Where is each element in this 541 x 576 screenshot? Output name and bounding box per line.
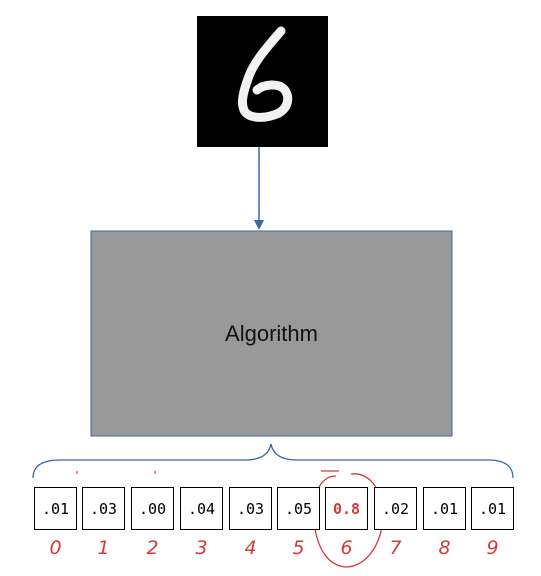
class-label-0: 0 (49, 537, 62, 559)
output-brace (32, 443, 514, 479)
output-box-1: .03 (82, 487, 125, 530)
output-box-8: .01 (423, 487, 466, 530)
class-label-7: 7 (389, 537, 402, 559)
algorithm-box (90, 230, 453, 437)
output-box-0: .01 (34, 487, 77, 530)
output-box-9: .01 (471, 487, 514, 530)
class-label-2: 2 (146, 537, 159, 559)
output-box-4: .03 (229, 487, 272, 530)
class-label-3: 3 (195, 537, 208, 559)
class-label-1: 1 (97, 537, 110, 559)
class-label-6: 6 (340, 537, 353, 559)
class-label-4: 4 (244, 537, 257, 559)
input-image-background (197, 16, 328, 147)
input-digit-image (197, 16, 328, 147)
output-box-6: 0.8 (325, 487, 368, 530)
class-label-5: 5 (292, 537, 305, 559)
arrow-head (254, 220, 264, 230)
digit-stroke (237, 26, 293, 122)
class-label-8: 8 (438, 537, 451, 559)
class-label-9: 9 (486, 537, 499, 559)
output-box-5: .05 (277, 487, 320, 530)
output-box-3: .04 (180, 487, 223, 530)
output-box-7: .02 (374, 487, 417, 530)
output-box-2: .00 (131, 487, 174, 530)
algorithm-label: Algorithm (225, 320, 318, 346)
